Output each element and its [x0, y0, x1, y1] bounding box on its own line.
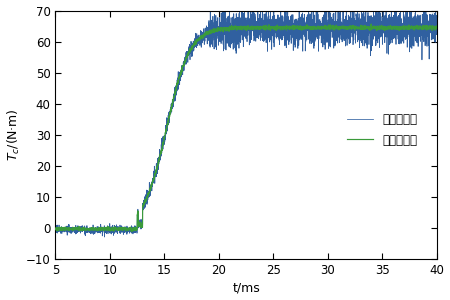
转矩观测値 [405, 26, 410, 30]
Legend: 转矩实际値, 转矩观测値: 转矩实际値, 转矩观测値 [345, 111, 420, 149]
Y-axis label: $\it{T}_c$/(N·m): $\it{T}_c$/(N·m) [5, 109, 22, 161]
转矩实际値 [132, 228, 138, 232]
转矩观测値 [129, 230, 134, 233]
转矩实际値 [233, 28, 238, 31]
转矩观测値 [233, 26, 238, 30]
转矩观测値 [191, 44, 196, 47]
转矩观测値 [53, 226, 58, 230]
X-axis label: t/ms: t/ms [232, 281, 260, 294]
转矩观测値 [369, 22, 374, 26]
转矩实际値 [102, 235, 107, 239]
转矩实际値 [295, 42, 301, 45]
转矩观测値 [295, 26, 301, 30]
转矩观测値 [279, 25, 285, 28]
转矩观测値 [434, 26, 440, 30]
转矩实际値 [53, 228, 58, 232]
Line: 转矩观测値: 转矩观测値 [55, 24, 437, 231]
转矩实际値 [405, 28, 410, 31]
转矩实际値 [191, 42, 196, 45]
转矩实际値 [279, 20, 285, 24]
转矩观测値 [132, 226, 138, 230]
Line: 转矩实际値: 转矩实际値 [55, 0, 437, 237]
转矩实际値 [434, 14, 440, 17]
